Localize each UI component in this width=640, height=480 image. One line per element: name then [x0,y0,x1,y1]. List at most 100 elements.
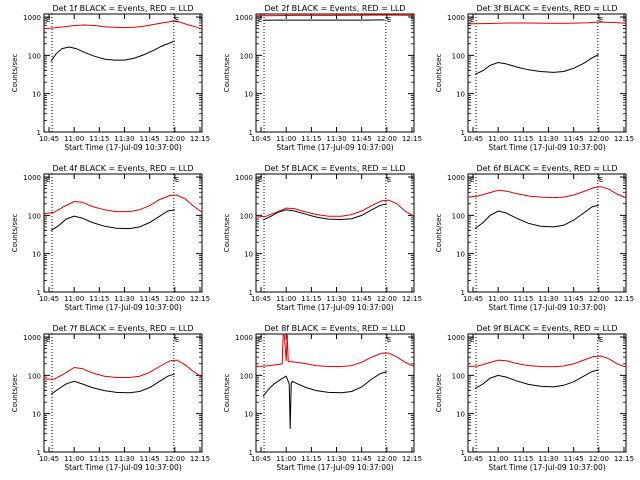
y-axis-label: Counts/sec [223,374,231,413]
y-tick-label: 1000 [235,14,253,22]
y-axis-label: Counts/sec [11,374,19,413]
series-events-line [474,204,599,229]
x-tick-label: 10:45 [463,295,483,303]
chart-panel-6: Det 6f BLACK = Events, RED = LLD 1 10 100 10… [435,164,634,312]
series-events-line [474,369,599,390]
x-tick-label: 11:30 [326,135,346,143]
end-marker-label: E [175,176,179,184]
plot-frame [43,13,203,133]
y-tick-label: 1 [461,449,465,457]
series-lld-line [255,199,415,218]
y-tick-label: 100 [240,372,253,380]
x-tick-label: 11:30 [538,455,558,463]
x-tick-label: 11:45 [352,135,372,143]
y-tick-label: 1 [37,129,41,137]
y-axis-label: Counts/sec [435,54,443,93]
chart-title: Det 5f BLACK = Events, RED = LLD [264,164,405,173]
x-tick-label: 10:45 [251,295,271,303]
chart-title: Det 7f BLACK = Events, RED = LLD [52,324,193,333]
y-tick-label: 1000 [23,334,41,342]
x-tick-label: 10:45 [39,295,59,303]
end-marker-label: E [599,176,603,184]
x-tick-label: 11:30 [114,295,134,303]
y-tick-label: 10 [244,91,253,99]
x-tick-label: 11:30 [326,295,346,303]
series-lld-line [43,194,203,215]
chart-title: Det 9f BLACK = Events, RED = LLD [476,324,617,333]
x-tick-label: 11:00 [276,295,296,303]
plot-frame [467,173,627,293]
plot-frame [255,13,415,133]
y-tick-label: 1 [37,449,41,457]
x-tick-label: 12:15 [402,135,422,143]
x-tick-label: 11:00 [276,455,296,463]
x-tick-label: 11:15 [513,135,533,143]
x-tick-label: 10:45 [463,135,483,143]
y-tick-label: 10 [456,251,465,259]
y-tick-label: 100 [28,212,41,220]
chart-title: Det 1f BLACK = Events, RED = LLD [52,4,193,13]
x-tick-label: 11:00 [488,295,508,303]
y-tick-label: 10 [32,91,41,99]
end-marker-label: E [599,16,603,24]
start-marker-label: E [46,336,50,344]
series-lld-line [467,355,627,368]
x-tick-label: 10:45 [39,455,59,463]
x-tick-label: 11:00 [64,135,84,143]
x-tick-label: 10:45 [251,455,271,463]
series-lld-line [467,186,627,199]
y-tick-label: 100 [452,52,465,60]
start-marker-label: E [258,176,262,184]
x-tick-label: 11:30 [114,135,134,143]
x-tick-label: 11:00 [276,135,296,143]
chart-panel-5: Det 5f BLACK = Events, RED = LLD 1 10 100 10… [223,164,422,312]
x-tick-label: 12:15 [614,455,634,463]
y-axis-label: Counts/sec [435,374,443,413]
x-tick-label: 11:30 [114,455,134,463]
chart-title: Det 6f BLACK = Events, RED = LLD [476,164,617,173]
x-tick-label: 11:45 [564,295,584,303]
x-tick-label: 11:15 [513,455,533,463]
x-tick-label: 12:00 [377,295,397,303]
y-tick-label: 1000 [447,14,465,22]
x-tick-label: 12:00 [165,455,185,463]
plot-frame [255,173,415,293]
y-tick-label: 10 [456,91,465,99]
x-tick-label: 11:45 [564,455,584,463]
x-tick-label: 11:45 [140,135,160,143]
x-tick-label: 11:30 [538,135,558,143]
x-axis-label: Start Time (17-Jul-09 10:37:00) [488,303,605,312]
x-axis-label: Start Time (17-Jul-09 10:37:00) [276,303,393,312]
x-tick-label: 12:00 [377,455,397,463]
x-axis-label: Start Time (17-Jul-09 10:37:00) [64,303,181,312]
x-tick-label: 11:00 [64,455,84,463]
x-tick-label: 11:45 [564,135,584,143]
y-tick-label: 10 [32,251,41,259]
series-events-line [474,54,600,75]
x-tick-label: 12:15 [614,295,634,303]
series-events-line [50,373,175,395]
x-tick-label: 11:45 [140,295,160,303]
y-axis-label: Counts/sec [223,214,231,253]
y-tick-label: 1 [461,289,465,297]
y-tick-label: 1000 [235,174,253,182]
x-tick-label: 12:15 [190,455,210,463]
series-events-line [262,203,387,221]
x-tick-label: 11:15 [301,455,321,463]
chart-panel-4: Det 4f BLACK = Events, RED = LLD 1 10 100 10… [11,164,210,312]
series-lld-line [44,359,203,380]
chart-title: Det 4f BLACK = Events, RED = LLD [52,164,193,173]
plot-frame [43,173,203,293]
start-marker-label: E [470,336,474,344]
series-events-line [262,371,387,429]
plot-frame [467,333,627,453]
chart-panel-9: Det 9f BLACK = Events, RED = LLD 1 10 100 10… [435,324,634,472]
y-axis-label: Counts/sec [11,54,19,93]
series-lld-line [43,20,203,30]
y-tick-label: 1000 [23,174,41,182]
y-tick-label: 1000 [235,334,253,342]
x-tick-label: 11:15 [89,295,109,303]
series-events-line [50,40,176,62]
end-marker-label: E [387,336,391,344]
x-axis-label: Start Time (17-Jul-09 10:37:00) [276,463,393,472]
